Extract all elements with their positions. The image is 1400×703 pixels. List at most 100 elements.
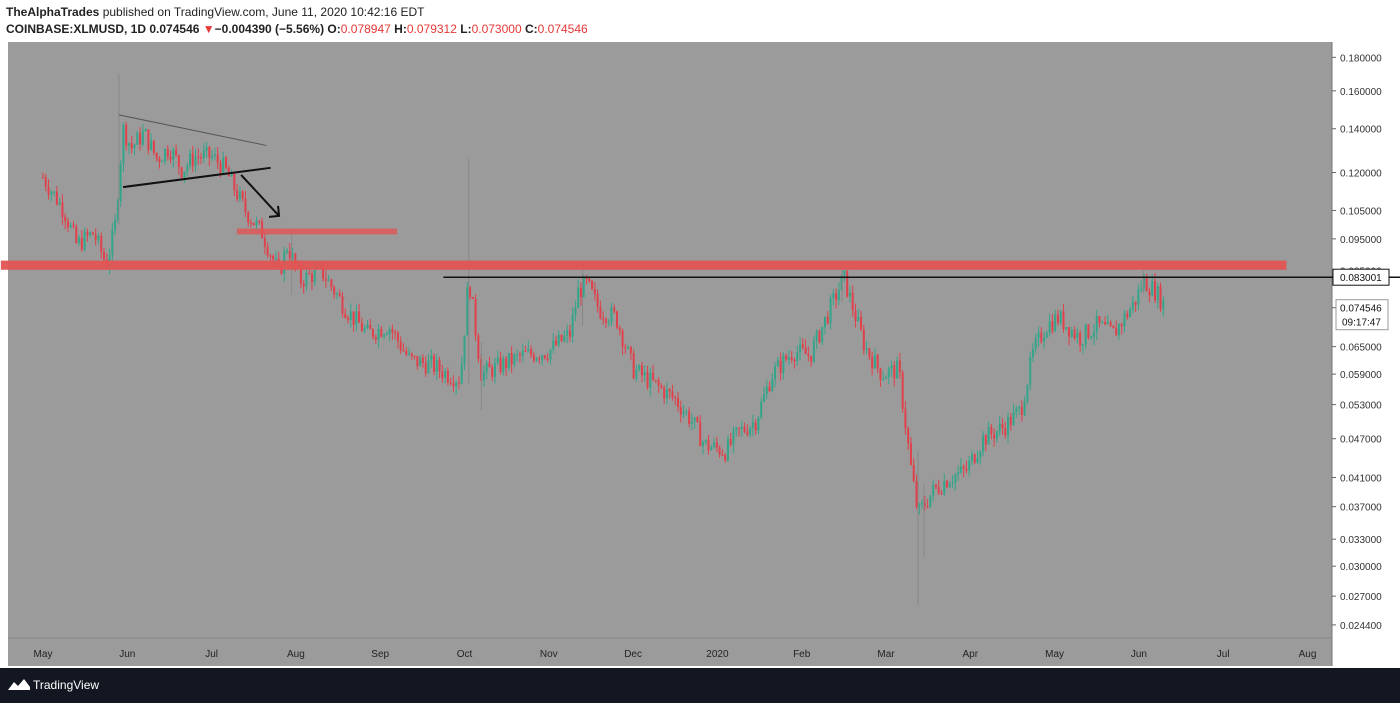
- candle-body: [333, 287, 336, 295]
- footer-brand[interactable]: TradingView: [33, 678, 100, 692]
- candle-body: [860, 317, 863, 330]
- time-axis[interactable]: [8, 638, 1332, 666]
- candle-body: [577, 287, 580, 308]
- candles-group: [42, 73, 1165, 605]
- publisher-name[interactable]: TheAlphaTrades: [6, 5, 100, 19]
- candle-body: [690, 421, 693, 424]
- candle-body: [313, 268, 316, 283]
- candle-body: [907, 428, 910, 444]
- price-axis[interactable]: [1332, 42, 1400, 666]
- candle-body: [654, 379, 657, 381]
- candle-body: [1090, 336, 1093, 339]
- candle-body: [197, 156, 200, 158]
- price-chart[interactable]: 0.180000 0.160000 0.140000 0.120000 0.105000…: [0, 40, 1400, 668]
- candle-body: [1018, 406, 1021, 409]
- candle-body: [141, 131, 144, 145]
- candle-body: [890, 365, 893, 369]
- candle-body: [1131, 301, 1134, 310]
- candle-body: [541, 355, 544, 360]
- candle-body: [721, 454, 724, 456]
- small-zone[interactable]: [236, 228, 398, 235]
- y-tick-label: 0.105000: [1340, 206, 1382, 217]
- candle-body: [898, 360, 901, 373]
- candle-body: [125, 124, 128, 146]
- candle-body: [355, 311, 358, 325]
- candle-body: [640, 365, 643, 376]
- candle-body: [837, 290, 840, 300]
- candle-body: [771, 378, 774, 392]
- candle-body: [896, 360, 899, 379]
- candle-body: [774, 366, 777, 379]
- candle-body: [136, 133, 139, 145]
- arrow-line[interactable]: [240, 174, 280, 217]
- x-tick-label: May: [1045, 649, 1064, 660]
- resistance-zone[interactable]: [0, 260, 1287, 270]
- candle-body: [1104, 322, 1107, 325]
- candle-body: [1148, 291, 1151, 296]
- candle-body: [444, 370, 447, 378]
- candle-body: [835, 293, 838, 300]
- candle-body: [66, 221, 69, 228]
- candle-body: [147, 129, 150, 150]
- candle-body: [72, 225, 75, 227]
- candle-body: [208, 146, 211, 158]
- candle-body: [111, 230, 114, 256]
- candle-body: [42, 177, 44, 179]
- candle-body: [488, 362, 491, 368]
- y-tick-label: 0.037000: [1340, 503, 1382, 514]
- candle-body: [627, 346, 630, 349]
- candle-body: [299, 265, 302, 284]
- candle-body: [862, 329, 865, 351]
- triangle-upper-line[interactable]: [118, 114, 267, 146]
- triangle-lower-line[interactable]: [122, 166, 271, 189]
- candle-body: [513, 354, 516, 365]
- candle-body: [225, 157, 228, 168]
- candle-body: [377, 328, 380, 340]
- open-label: O:: [327, 22, 341, 36]
- candle-body: [158, 158, 161, 162]
- candle-body: [272, 255, 275, 260]
- candle-body: [83, 231, 86, 250]
- candle-body: [91, 232, 94, 235]
- candle-body: [236, 190, 239, 200]
- candle-body: [1092, 332, 1095, 337]
- candle-body: [219, 163, 222, 174]
- tradingview-logo-icon[interactable]: [8, 678, 30, 692]
- candle-body: [360, 322, 363, 332]
- candle-body: [507, 353, 510, 369]
- candle-body: [801, 344, 804, 348]
- candle-body: [857, 317, 860, 322]
- candle-body: [116, 200, 119, 220]
- x-tick-label: Oct: [457, 649, 473, 660]
- candle-body: [793, 359, 796, 362]
- plot-area[interactable]: [8, 42, 1332, 666]
- candle-body: [1001, 423, 1004, 429]
- candle-body: [624, 347, 627, 349]
- candle-body: [1084, 324, 1087, 345]
- candle-body: [266, 246, 269, 256]
- close-label: C:: [524, 22, 538, 36]
- x-tick-label: Mar: [877, 649, 895, 660]
- candle-body: [1068, 327, 1071, 337]
- y-tick-label: 0.047000: [1340, 435, 1382, 446]
- candle-body: [1034, 338, 1037, 349]
- candle-body: [366, 324, 369, 328]
- candle-body: [671, 391, 674, 398]
- candle-body: [810, 355, 813, 362]
- candle-body: [1026, 385, 1029, 402]
- candle-body: [305, 272, 308, 287]
- candle-body: [191, 153, 194, 167]
- candle-body: [421, 357, 424, 364]
- candle-body: [89, 232, 92, 236]
- candle-body: [959, 466, 962, 473]
- candle-body: [416, 356, 419, 367]
- candle-body: [383, 334, 386, 337]
- candle-body: [1054, 314, 1057, 332]
- price-change: −0.004390 (−5.56%): [214, 22, 325, 36]
- candle-body: [258, 220, 261, 222]
- candle-body: [582, 277, 585, 298]
- candle-body: [815, 331, 818, 342]
- candle-body: [1123, 313, 1126, 327]
- y-tick-label: 0.095000: [1340, 235, 1382, 246]
- symbol-label[interactable]: COINBASE:XLMUSD, 1D: [6, 22, 147, 36]
